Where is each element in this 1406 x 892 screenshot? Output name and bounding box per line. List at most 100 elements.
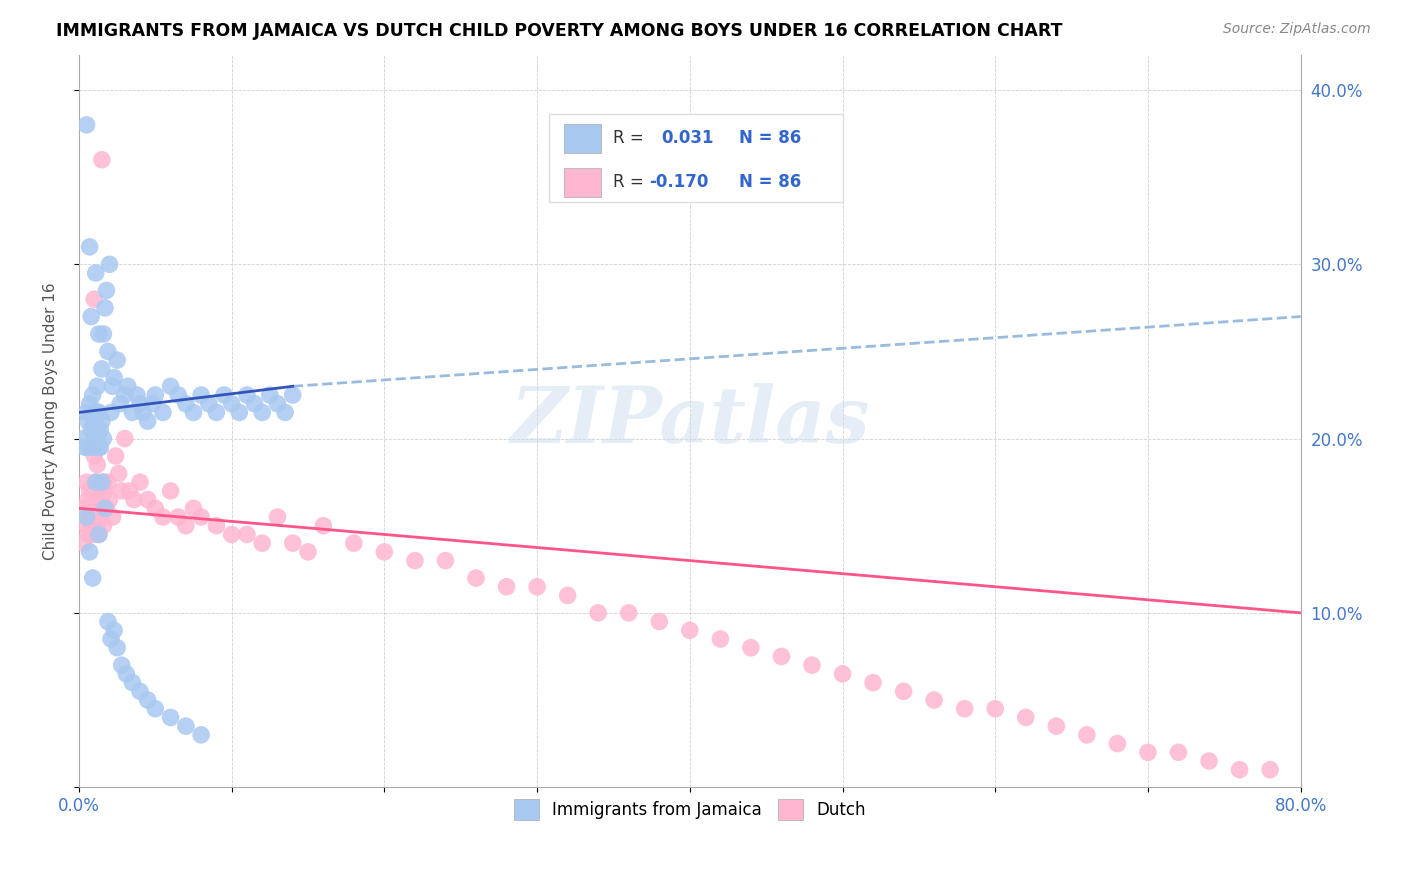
- Point: [259, 388, 281, 402]
- Point: [159, 379, 181, 393]
- Point: [129, 684, 152, 698]
- Point: [98, 492, 121, 507]
- Point: [87, 492, 110, 507]
- Point: [89, 440, 111, 454]
- Point: [103, 370, 125, 384]
- Point: [228, 405, 250, 419]
- Point: [125, 388, 148, 402]
- Point: [97, 475, 120, 490]
- Point: [96, 284, 118, 298]
- Point: [1107, 737, 1129, 751]
- Point: [373, 545, 395, 559]
- Point: [73, 440, 96, 454]
- Point: [266, 397, 288, 411]
- Point: [87, 527, 110, 541]
- Point: [80, 518, 103, 533]
- Point: [495, 580, 517, 594]
- Point: [90, 414, 112, 428]
- Point: [174, 719, 197, 733]
- Point: [80, 440, 103, 454]
- Point: [143, 702, 166, 716]
- Point: [82, 571, 104, 585]
- Point: [190, 510, 212, 524]
- Point: [136, 492, 159, 507]
- Point: [114, 432, 136, 446]
- Point: [1015, 710, 1038, 724]
- Text: ZIPatlas: ZIPatlas: [510, 383, 869, 459]
- Point: [143, 388, 166, 402]
- Point: [617, 606, 640, 620]
- Text: N = 86: N = 86: [738, 173, 801, 191]
- Point: [174, 518, 197, 533]
- Bar: [564, 168, 600, 197]
- Text: R =: R =: [613, 129, 648, 147]
- Point: [1045, 719, 1067, 733]
- Point: [167, 388, 190, 402]
- Point: [831, 666, 853, 681]
- Point: [90, 492, 112, 507]
- Point: [183, 405, 205, 419]
- Point: [82, 388, 104, 402]
- Point: [76, 518, 98, 533]
- Point: [83, 405, 105, 419]
- Point: [111, 483, 134, 498]
- Point: [76, 475, 98, 490]
- Point: [709, 632, 731, 646]
- Point: [1198, 754, 1220, 768]
- Point: [136, 693, 159, 707]
- Text: 0.031: 0.031: [662, 129, 714, 147]
- Point: [86, 518, 108, 533]
- Point: [115, 666, 138, 681]
- Point: [90, 362, 112, 376]
- Point: [190, 388, 212, 402]
- Point: [79, 240, 101, 254]
- Point: [77, 414, 100, 428]
- Point: [141, 397, 163, 411]
- Point: [83, 292, 105, 306]
- Point: [984, 702, 1007, 716]
- Point: [250, 536, 273, 550]
- Point: [117, 379, 139, 393]
- Point: [83, 449, 105, 463]
- Point: [90, 475, 112, 490]
- Point: [132, 405, 155, 419]
- Point: [243, 397, 266, 411]
- Point: [129, 475, 152, 490]
- Point: [893, 684, 915, 698]
- Point: [82, 492, 104, 507]
- Point: [953, 702, 976, 716]
- Point: [190, 728, 212, 742]
- Point: [197, 397, 219, 411]
- Point: [108, 397, 131, 411]
- Point: [104, 449, 127, 463]
- Point: [79, 510, 101, 524]
- Point: [801, 658, 824, 673]
- Point: [1229, 763, 1251, 777]
- Point: [87, 326, 110, 341]
- Point: [103, 624, 125, 638]
- Point: [77, 527, 100, 541]
- Y-axis label: Child Poverty Among Boys Under 16: Child Poverty Among Boys Under 16: [44, 283, 58, 560]
- Point: [77, 440, 100, 454]
- Text: -0.170: -0.170: [650, 173, 709, 191]
- Point: [76, 510, 98, 524]
- Point: [111, 658, 134, 673]
- Point: [79, 483, 101, 498]
- Point: [312, 518, 335, 533]
- Point: [93, 432, 115, 446]
- Point: [152, 510, 174, 524]
- Point: [82, 527, 104, 541]
- Point: [93, 518, 115, 533]
- Point: [205, 405, 228, 419]
- Point: [101, 379, 124, 393]
- Point: [557, 589, 579, 603]
- Point: [648, 615, 671, 629]
- Point: [143, 501, 166, 516]
- Point: [72, 432, 94, 446]
- Point: [221, 397, 243, 411]
- Point: [73, 501, 96, 516]
- Point: [152, 405, 174, 419]
- Legend: Immigrants from Jamaica, Dutch: Immigrants from Jamaica, Dutch: [506, 793, 873, 826]
- Point: [89, 483, 111, 498]
- Point: [121, 405, 143, 419]
